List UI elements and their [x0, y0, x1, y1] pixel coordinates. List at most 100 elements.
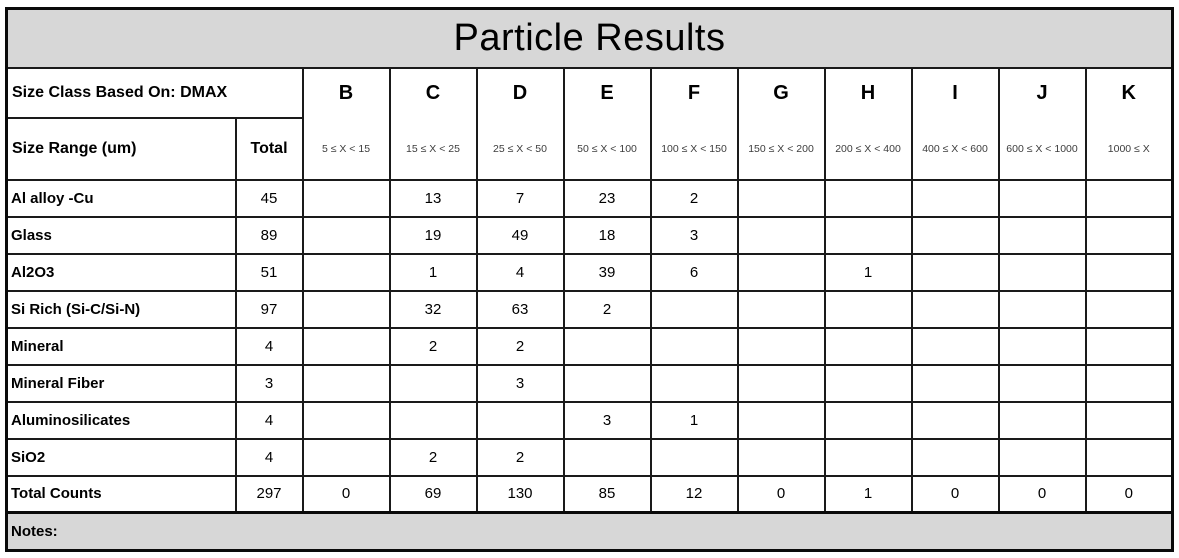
cell-B [301, 215, 391, 255]
cell-total: 3 [234, 363, 304, 403]
cell-J [997, 400, 1087, 440]
size-class-letter: F [687, 82, 701, 104]
cell-E: 18 [562, 215, 652, 255]
cell-K [1084, 326, 1174, 366]
particle-row: Mineral Fiber 3 3 [5, 363, 1174, 403]
cell-E: 3 [562, 400, 652, 440]
cell-F: 3 [649, 215, 739, 255]
cell-D: 7 [475, 178, 565, 218]
cell-G: 0 [736, 474, 826, 514]
cell-I [910, 363, 1000, 403]
page-title: Particle Results [5, 7, 1174, 69]
cell-B [301, 252, 391, 292]
cell-I [910, 400, 1000, 440]
table-body: Al alloy -Cu 45 13 7 23 2 Glass 89 19 49 18 3 Al2O3 5… [5, 178, 1174, 514]
cell-C [388, 400, 478, 440]
notes-row: Notes: [5, 511, 1174, 552]
cell-B [301, 326, 391, 366]
size-class-column-I: I 400 ≤ X < 600 [910, 66, 1000, 181]
size-class-range: 400 ≤ X < 600 [922, 142, 988, 155]
cell-J [997, 178, 1087, 218]
cell-H [823, 289, 913, 329]
particle-row: Glass 89 19 49 18 3 [5, 215, 1174, 255]
size-class-range: 600 ≤ X < 1000 [1006, 142, 1078, 155]
size-class-letter: B [338, 82, 354, 104]
size-class-label: Size Class Based On: DMAX [5, 66, 304, 119]
cell-I [910, 178, 1000, 218]
cell-D [475, 400, 565, 440]
cell-K: 0 [1084, 474, 1174, 514]
cell-J [997, 289, 1087, 329]
cell-D: 4 [475, 252, 565, 292]
cell-K [1084, 252, 1174, 292]
title-row: Particle Results [5, 7, 1174, 69]
cell-J [997, 252, 1087, 292]
cell-F [649, 363, 739, 403]
cell-I [910, 326, 1000, 366]
cell-H: 1 [823, 474, 913, 514]
cell-H [823, 178, 913, 218]
particle-row: Aluminosilicates 4 3 1 [5, 400, 1174, 440]
cell-D: 2 [475, 326, 565, 366]
size-class-letter: K [1121, 82, 1136, 104]
particle-row: Si Rich (Si-C/Si-N) 97 32 63 2 [5, 289, 1174, 329]
size-class-column-J: J 600 ≤ X < 1000 [997, 66, 1087, 181]
cell-C [388, 363, 478, 403]
cell-total: 89 [234, 215, 304, 255]
cell-H [823, 326, 913, 366]
cell-F: 12 [649, 474, 739, 514]
particle-name: Al alloy -Cu [5, 178, 237, 218]
cell-C: 2 [388, 326, 478, 366]
particle-name: Glass [5, 215, 237, 255]
cell-E: 23 [562, 178, 652, 218]
cell-I [910, 289, 1000, 329]
size-class-letter: D [512, 82, 528, 104]
cell-B [301, 289, 391, 329]
size-class-column-C: C 15 ≤ X < 25 [388, 66, 478, 181]
cell-E: 39 [562, 252, 652, 292]
particle-results-report: Particle Results Size Class Based On: DM… [5, 7, 1174, 552]
cell-F [649, 289, 739, 329]
size-class-letter: H [860, 82, 876, 104]
cell-D: 130 [475, 474, 565, 514]
particle-name: Mineral Fiber [5, 363, 237, 403]
total-counts-row: Total Counts 297 0 69 130 85 12 0 1 0 0 0 [5, 474, 1174, 514]
size-class-letter: E [600, 82, 614, 104]
cell-total: 4 [234, 400, 304, 440]
cell-F [649, 326, 739, 366]
cell-D: 2 [475, 437, 565, 477]
particle-name: Al2O3 [5, 252, 237, 292]
header-row-size-class: Size Class Based On: DMAX B 5 ≤ X < 15 C 15… [5, 66, 1174, 181]
cell-G [736, 289, 826, 329]
cell-F: 1 [649, 400, 739, 440]
particle-name: Si Rich (Si-C/Si-N) [5, 289, 237, 329]
size-class-range: 200 ≤ X < 400 [835, 142, 901, 155]
size-class-range: 1000 ≤ X [1107, 142, 1150, 155]
cell-K [1084, 363, 1174, 403]
cell-K [1084, 437, 1174, 477]
total-column-header: Total [234, 116, 304, 181]
cell-E [562, 437, 652, 477]
cell-B [301, 363, 391, 403]
cell-G [736, 400, 826, 440]
size-class-column-K: K 1000 ≤ X [1084, 66, 1174, 181]
cell-I: 0 [910, 474, 1000, 514]
cell-total: 4 [234, 437, 304, 477]
particle-row: Mineral 4 2 2 [5, 326, 1174, 366]
cell-G [736, 252, 826, 292]
cell-D: 3 [475, 363, 565, 403]
cell-H [823, 363, 913, 403]
total-counts-label: Total Counts [5, 474, 237, 514]
cell-C: 32 [388, 289, 478, 329]
size-class-letter: I [952, 82, 958, 104]
size-class-column-B: B 5 ≤ X < 15 [301, 66, 391, 181]
cell-C: 69 [388, 474, 478, 514]
cell-K [1084, 215, 1174, 255]
cell-F [649, 437, 739, 477]
cell-H: 1 [823, 252, 913, 292]
cell-total: 297 [234, 474, 304, 514]
notes-label: Notes: [5, 511, 1174, 552]
cell-K [1084, 400, 1174, 440]
size-class-column-D: D 25 ≤ X < 50 [475, 66, 565, 181]
particle-row: Al2O3 51 1 4 39 6 1 [5, 252, 1174, 292]
